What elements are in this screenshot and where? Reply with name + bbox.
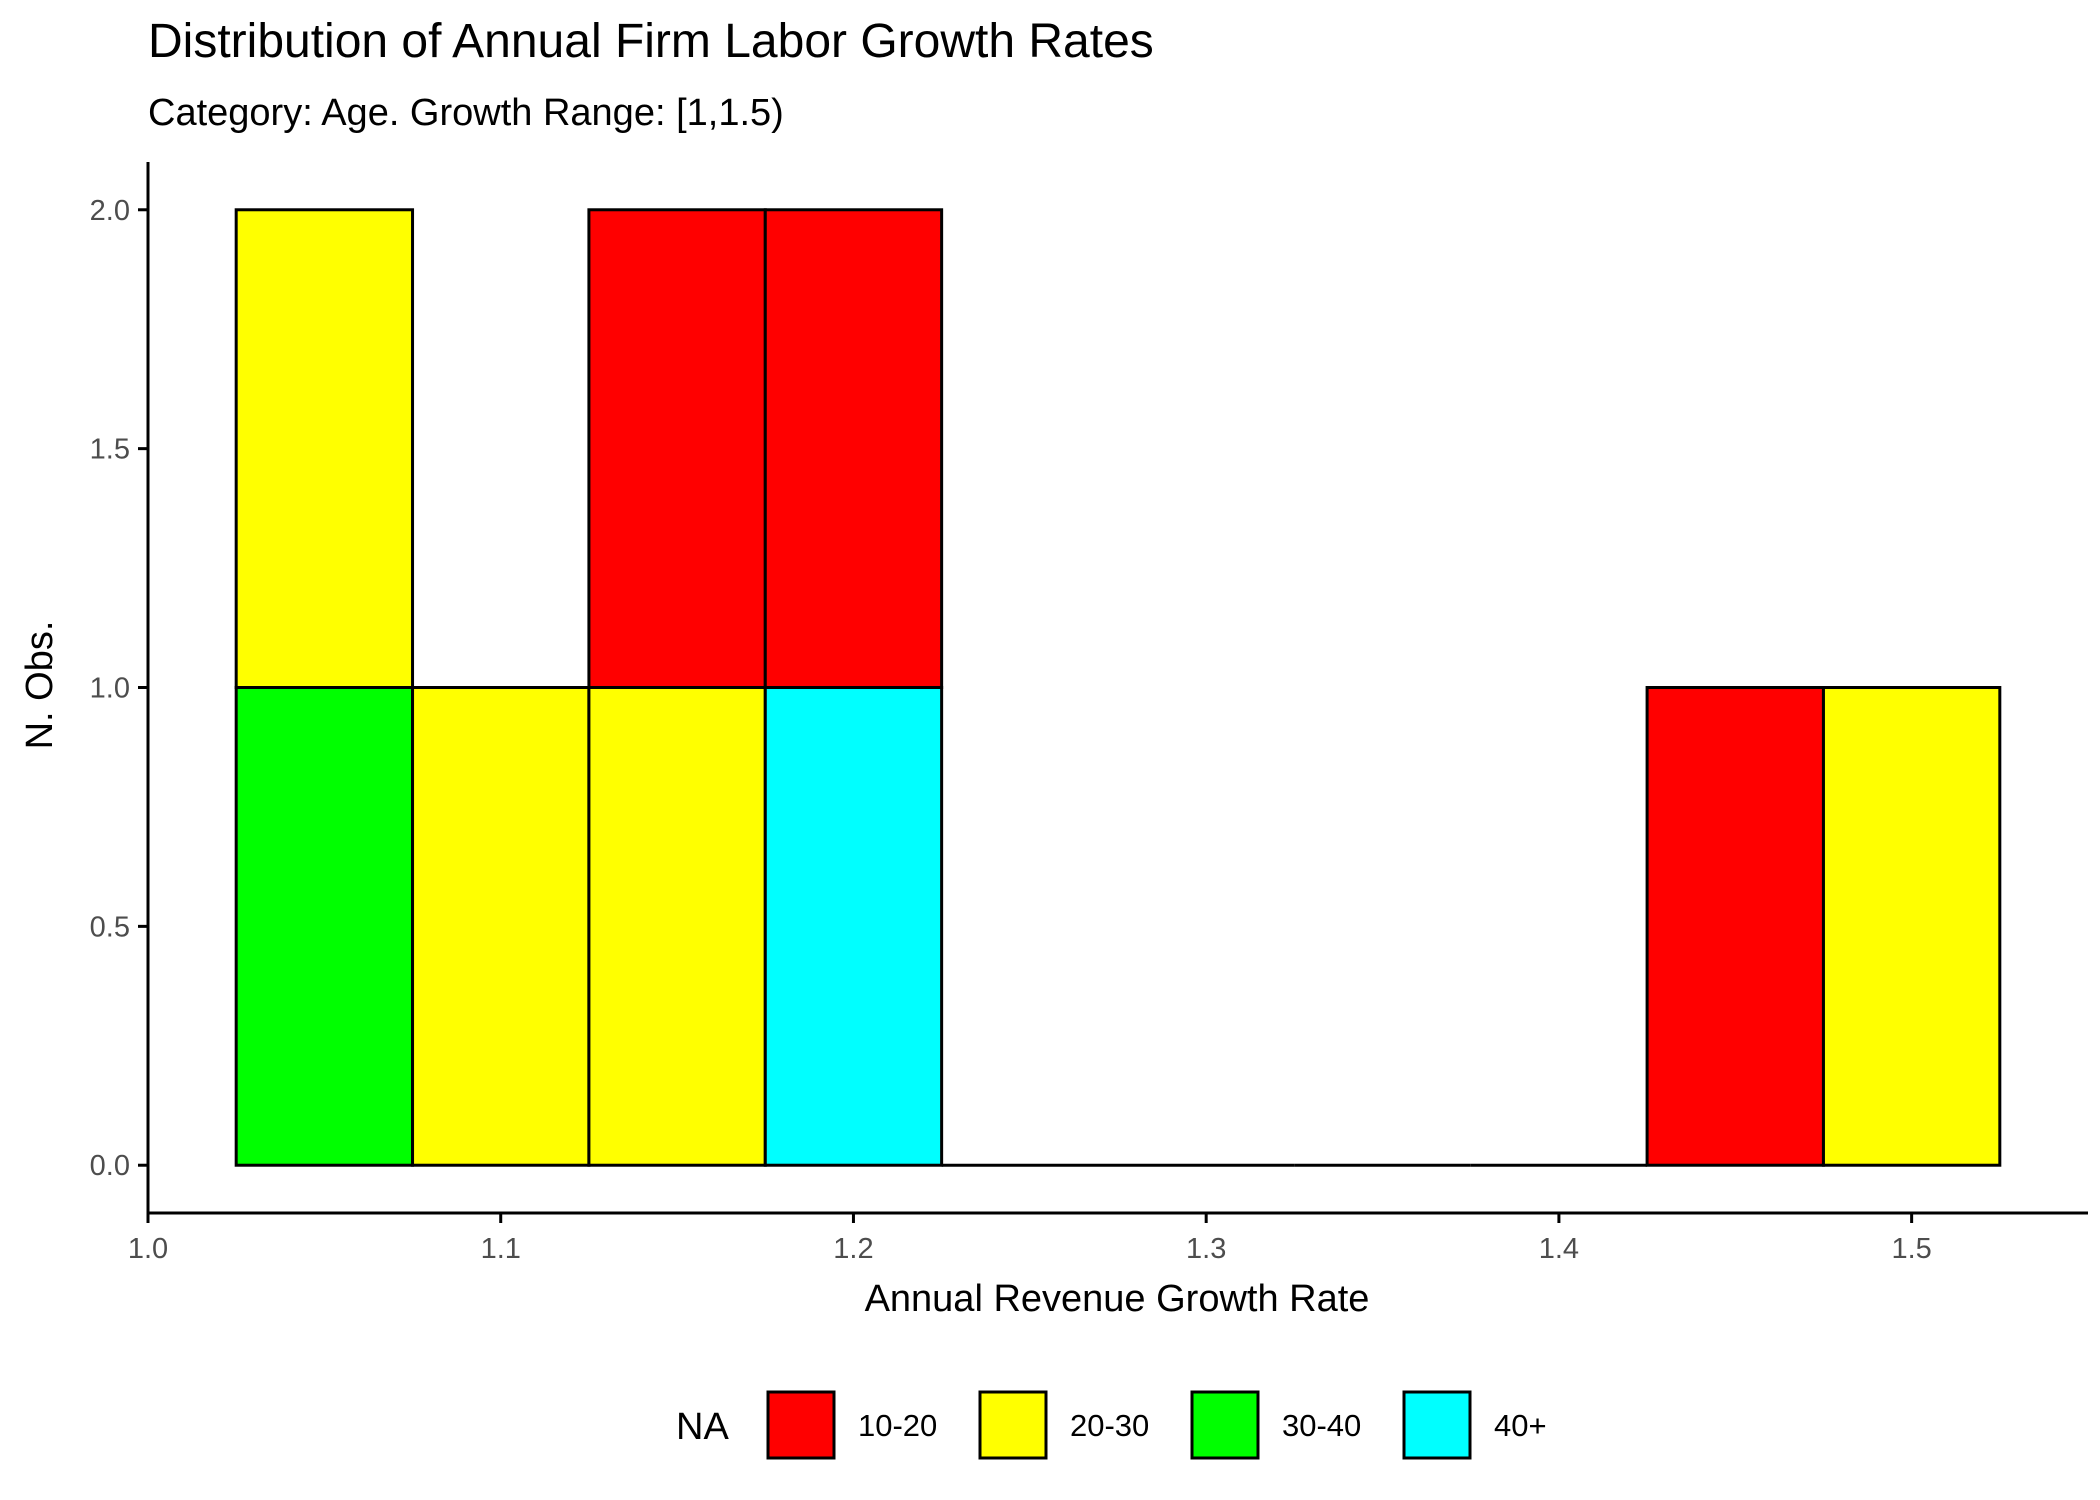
legend-label-30-40: 30-40: [1282, 1408, 1361, 1443]
legend-key-20-30: [978, 1390, 1048, 1460]
y-tick-label: 1.0: [90, 673, 130, 705]
bar-20-30-bin-1: [411, 686, 591, 1167]
legend-label-20-30: 20-30: [1070, 1408, 1149, 1443]
x-tick-label: 1.3: [1186, 1233, 1226, 1265]
x-tick-label: 1.1: [481, 1233, 521, 1265]
y-axis-title: N. Obs.: [19, 621, 61, 750]
bar-40+-bin-3: [763, 686, 944, 1167]
y-tick-label: 0.5: [90, 911, 130, 943]
legend-label-10-20: 10-20: [858, 1408, 937, 1443]
bars-layer: [234, 208, 2002, 1167]
axes-layer: 1.0 1.1 1.2 1.3 1.4 1.5 0.0 0.5 1.0 1.5 2.0: [90, 162, 2088, 1265]
chart-subtitle: Category: Age. Growth Range: [1,1.5): [148, 92, 784, 134]
y-tick-label: 2.0: [90, 195, 130, 227]
bar-30-40-bin-0: [234, 686, 415, 1167]
legend: NA 10-20 20-30 30-40 40+: [676, 1390, 1547, 1460]
x-tick-label: 1.5: [1891, 1233, 1931, 1265]
y-tick-label: 1.5: [90, 434, 130, 466]
x-tick-label: 1.2: [833, 1233, 873, 1265]
legend-title: NA: [676, 1406, 729, 1448]
x-tick-label: 1.4: [1539, 1233, 1579, 1265]
x-axis-title: Annual Revenue Growth Rate: [865, 1278, 1370, 1320]
bar-10-20-bin-8: [1645, 686, 1825, 1167]
x-tick-label: 1.0: [128, 1233, 168, 1265]
bar-20-30-bin-2: [587, 686, 767, 1167]
legend-label-40+: 40+: [1494, 1408, 1547, 1443]
y-tick-label: 0.0: [90, 1150, 130, 1182]
legend-key-40+: [1402, 1390, 1472, 1460]
legend-key-30-40: [1190, 1390, 1260, 1460]
bar-20-30-bin-9: [1821, 686, 2002, 1167]
bar-10-20-bin-3: [763, 208, 944, 689]
bar-10-20-bin-2: [587, 208, 767, 689]
legend-key-10-20: [766, 1390, 836, 1460]
bar-20-30-bin-0: [234, 208, 415, 689]
chart-title: Distribution of Annual Firm Labor Growth…: [148, 15, 1154, 68]
